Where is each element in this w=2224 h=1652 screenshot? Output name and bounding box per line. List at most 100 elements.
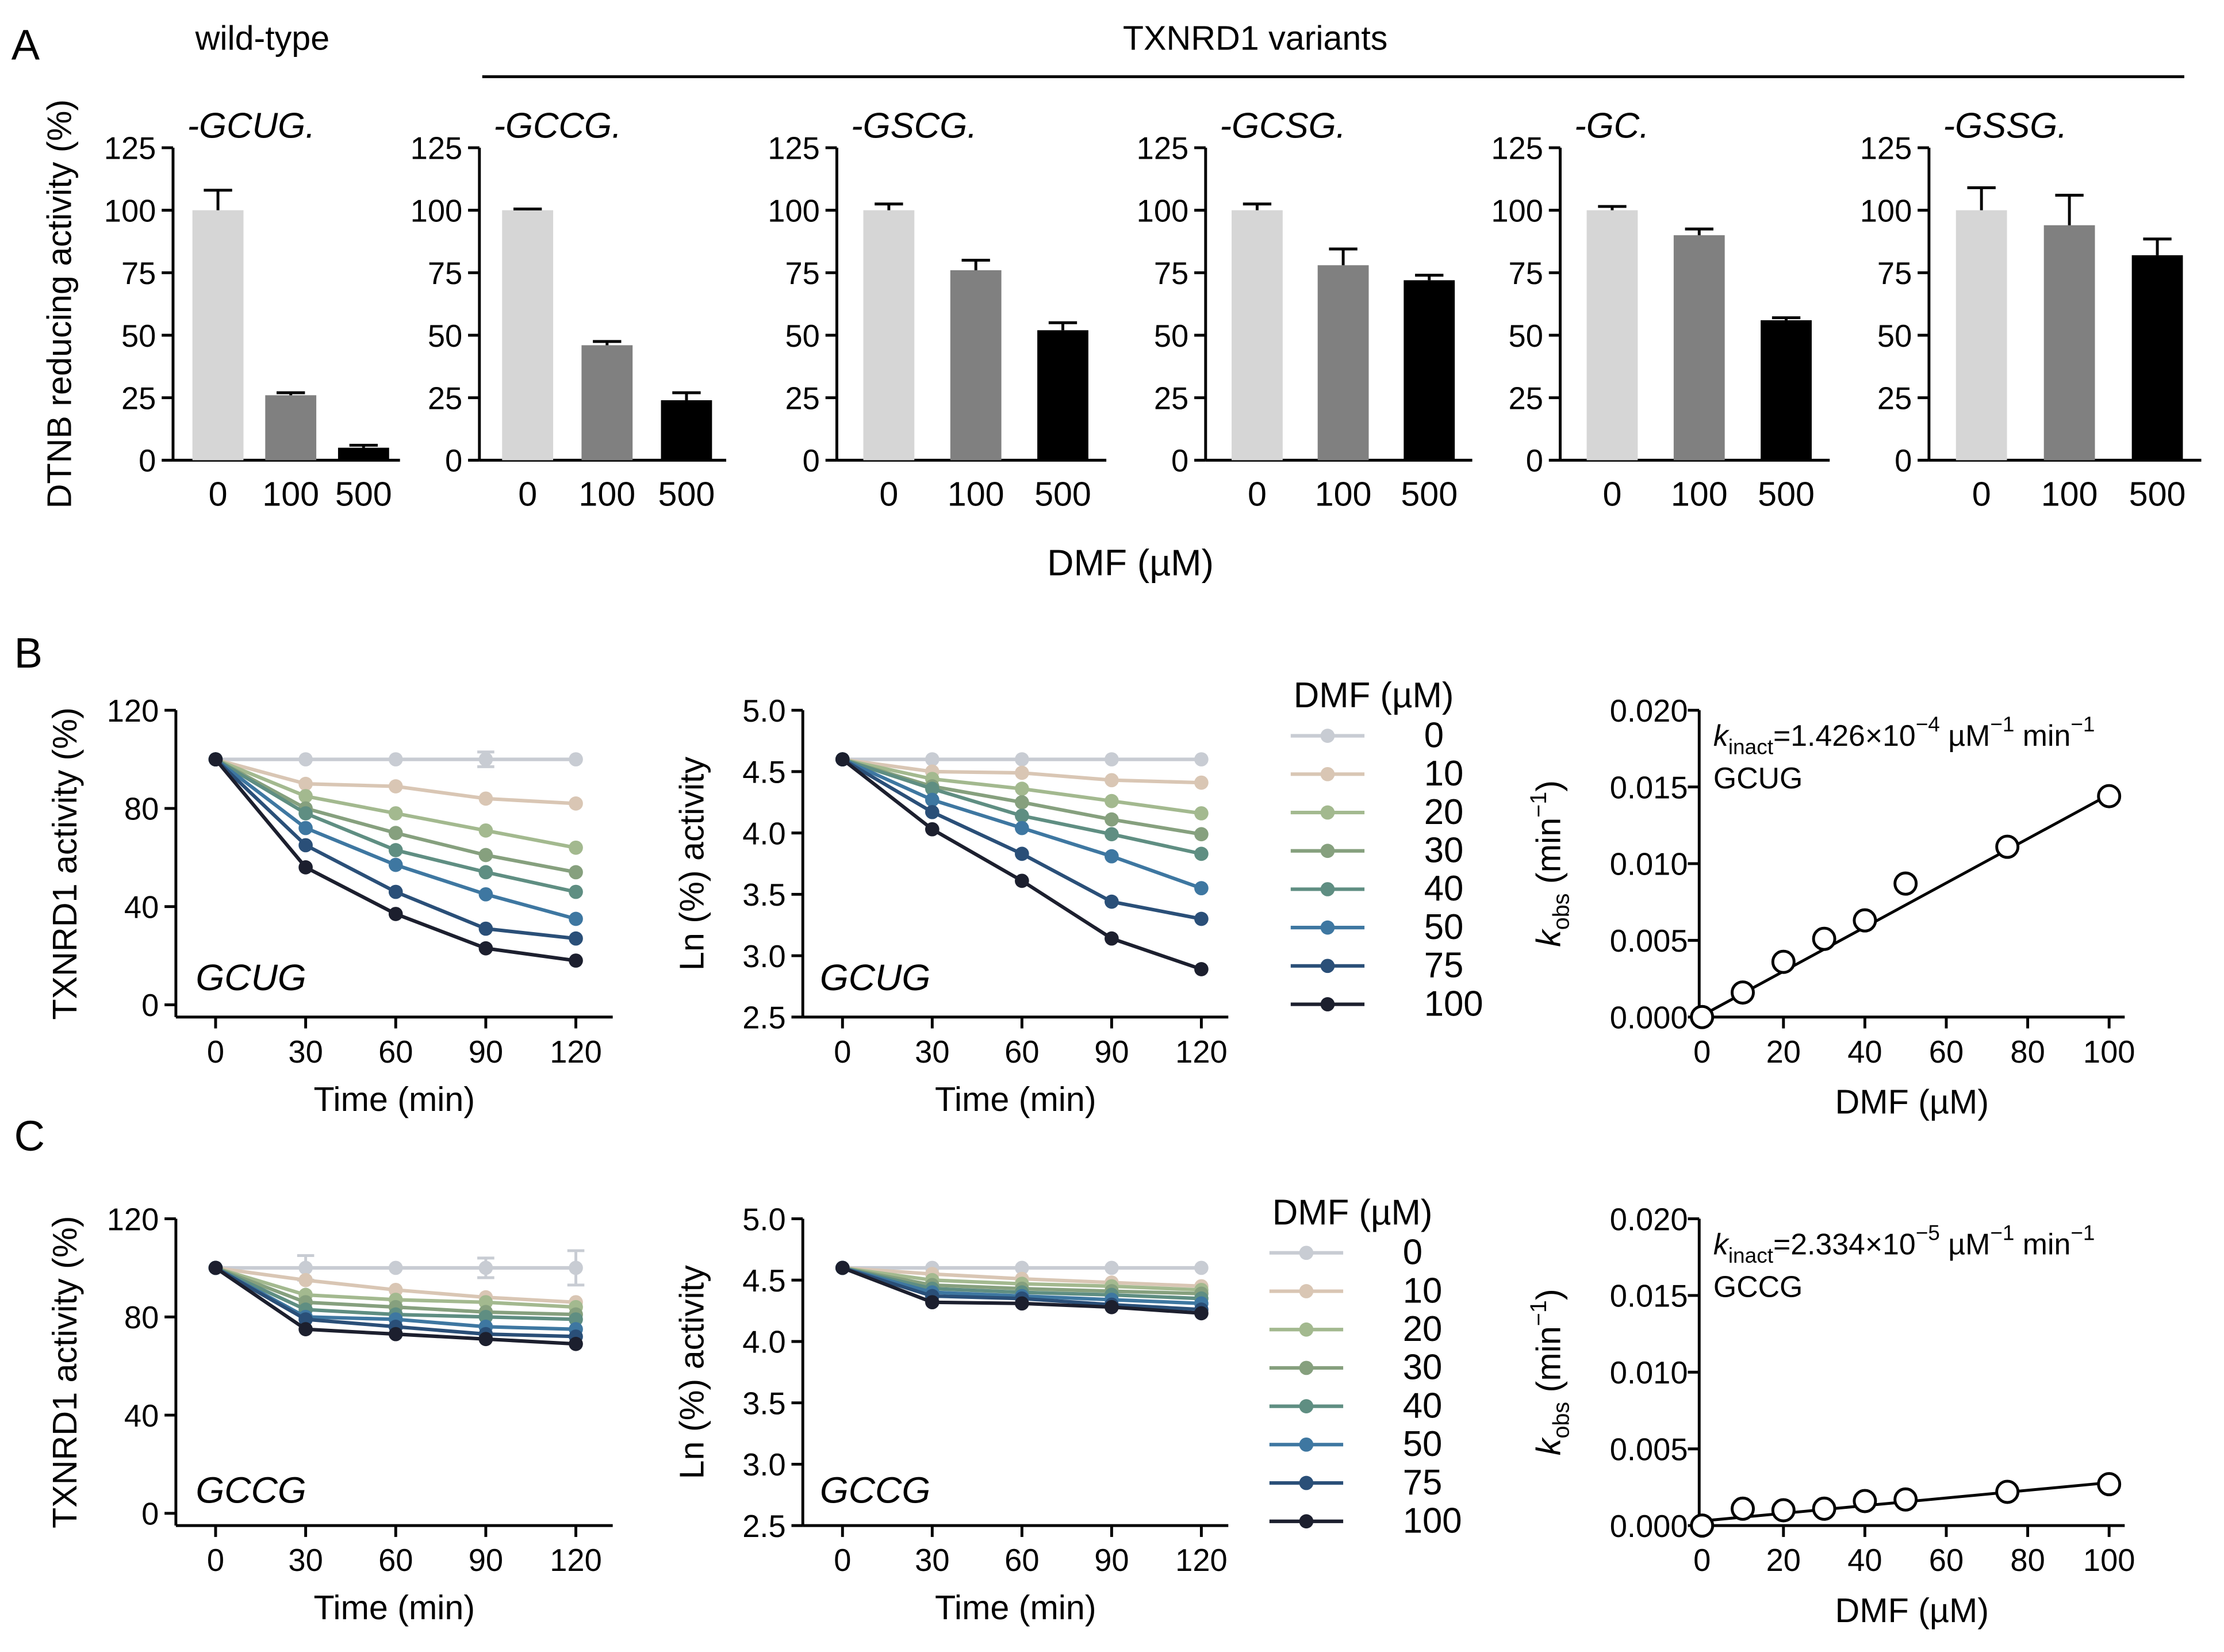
data-point-dmf-10 (388, 1282, 403, 1297)
bar-y-tick-label: 25 (428, 381, 462, 416)
legend-swatch-dot (1320, 997, 1335, 1011)
kinact-sub: inact (1728, 735, 1774, 759)
bar-y-tick-label: 50 (121, 319, 156, 354)
data-point-dmf-75 (1105, 894, 1119, 909)
data-point-dmf-100 (835, 1260, 850, 1275)
legend-item-label: 40 (1424, 869, 1464, 909)
line-y-tick-label: 4.0 (742, 1325, 785, 1360)
data-point-dmf-100 (835, 752, 850, 766)
data-point-dmf-75 (569, 931, 583, 946)
line-x-tick-label: 90 (469, 1543, 503, 1578)
scatter-y-tick-label: 0.010 (1610, 1355, 1688, 1390)
line-y-axis-title: Ln (%) activity (673, 1265, 711, 1479)
data-point-dmf-40 (925, 781, 940, 796)
kinact-exp3: −1 (2070, 712, 2095, 736)
line-y-tick-label: 120 (107, 693, 159, 729)
bar-A-GCSG-500 (1404, 280, 1455, 461)
legend-item-label: 30 (1424, 830, 1464, 870)
legend-item-label: 20 (1403, 1309, 1443, 1349)
line-y-tick-label: 40 (124, 890, 159, 925)
line-y-tick-label: 80 (124, 792, 159, 827)
bar-y-tick-label: 100 (768, 193, 820, 228)
data-point-dmf-100 (569, 1336, 583, 1351)
line-y-tick-label: 3.0 (742, 1447, 785, 1482)
data-point-dmf-75 (298, 838, 313, 853)
bar-A-GC-0 (1586, 210, 1638, 461)
scatter-y-tick-label: 0.020 (1610, 1202, 1688, 1237)
data-point-dmf-30 (569, 865, 583, 880)
data-point-dmf-30 (388, 826, 403, 840)
bar-y-tick-label: 50 (1509, 319, 1543, 354)
bar-chart-title: -GCSG. (1220, 106, 1345, 146)
bar-chart-title: -GCUG. (187, 106, 316, 146)
data-point-dmf-20 (298, 789, 313, 803)
data-point-dmf-100 (1105, 1300, 1119, 1314)
kobs-data-point (2097, 784, 2122, 808)
legend-swatch-dot (1320, 959, 1335, 973)
bar-y-tick-label: 75 (1877, 256, 1912, 291)
data-point-dmf-0 (1105, 752, 1119, 766)
scatter-y-tick-label: 0.005 (1610, 923, 1688, 959)
data-point-dmf-0 (1015, 1260, 1029, 1275)
legend-swatch-dot (1299, 1245, 1314, 1260)
bar-y-tick-label: 75 (1154, 256, 1188, 291)
bar-A-GCSG-0 (1232, 210, 1283, 461)
data-point-dmf-50 (1015, 821, 1029, 835)
kobs-exp: −1 (1526, 1300, 1551, 1326)
kinact-annotation: kinact=2.334×10−5 µM−1 min−1 (1713, 1221, 2095, 1268)
line-x-axis-title: Time (min) (935, 1588, 1096, 1627)
data-point-dmf-100 (478, 941, 493, 956)
data-point-dmf-100 (478, 1332, 493, 1347)
kinact-unit: µM (1940, 719, 1990, 752)
legend-item-label: 0 (1403, 1233, 1422, 1272)
bar-y-tick-label: 75 (1509, 256, 1543, 291)
bar-y-tick-label: 25 (121, 381, 156, 416)
data-point-dmf-0 (478, 752, 493, 766)
bar-y-tick-label: 125 (1137, 131, 1189, 166)
data-point-dmf-20 (1194, 806, 1209, 821)
data-point-dmf-75 (478, 921, 493, 936)
legend-item-label: 20 (1424, 792, 1464, 832)
legend-swatch-dot (1299, 1437, 1314, 1452)
data-point-dmf-100 (1015, 1296, 1029, 1311)
data-point-dmf-75 (298, 1312, 313, 1327)
bar-chart-title: -GCCG. (493, 106, 622, 146)
bar-chart-title: -GSSG. (1943, 106, 2068, 146)
scatter-x-tick-label: 80 (2010, 1034, 2045, 1070)
scatter-y-axis-title: kobs (min−1) (1526, 780, 1574, 947)
data-point-dmf-75 (925, 804, 940, 819)
kobs-data-point (1771, 949, 1796, 974)
bar-y-tick-label: 25 (1509, 381, 1543, 416)
legend-item-label: 10 (1424, 754, 1464, 794)
panel-c-label: C (14, 1112, 45, 1160)
legend-item-label: 50 (1424, 907, 1464, 947)
scatter-x-axis-title: DMF (µM) (1835, 1591, 1989, 1630)
line-x-tick-label: 90 (1094, 1543, 1129, 1578)
line-x-tick-label: 30 (288, 1543, 323, 1578)
data-point-dmf-20 (1015, 781, 1029, 796)
data-point-dmf-100 (388, 1327, 403, 1341)
scatter-x-tick-label: 0 (1693, 1034, 1711, 1070)
bar-y-tick-label: 25 (1877, 381, 1912, 416)
legend-swatch-dot (1299, 1475, 1314, 1490)
data-point-dmf-100 (925, 822, 940, 837)
data-point-dmf-50 (1105, 849, 1119, 864)
kobs-tail: ) (1529, 1289, 1568, 1300)
data-point-dmf-0 (298, 752, 313, 766)
data-point-dmf-50 (925, 792, 940, 807)
bar-x-tick-label: 0 (518, 474, 537, 513)
kinact-exp2: −1 (1990, 712, 2014, 736)
line-y-tick-label: 2.5 (742, 1509, 785, 1544)
scatter-y-tick-label: 0.005 (1610, 1432, 1688, 1467)
line-variant-annotation: GCCG (820, 1470, 930, 1511)
bar-x-tick-label: 0 (209, 474, 228, 513)
data-point-dmf-40 (478, 1309, 493, 1324)
line-x-tick-label: 120 (550, 1543, 602, 1578)
bar-y-tick-label: 50 (428, 319, 462, 354)
kobs-data-point (1893, 871, 1918, 896)
scatter-y-tick-label: 0.020 (1610, 693, 1688, 729)
legend-item-label: 50 (1403, 1424, 1443, 1464)
line-y-tick-label: 3.0 (742, 939, 785, 974)
bar-x-tick-label: 100 (1671, 474, 1728, 513)
data-point-dmf-40 (569, 1312, 583, 1327)
